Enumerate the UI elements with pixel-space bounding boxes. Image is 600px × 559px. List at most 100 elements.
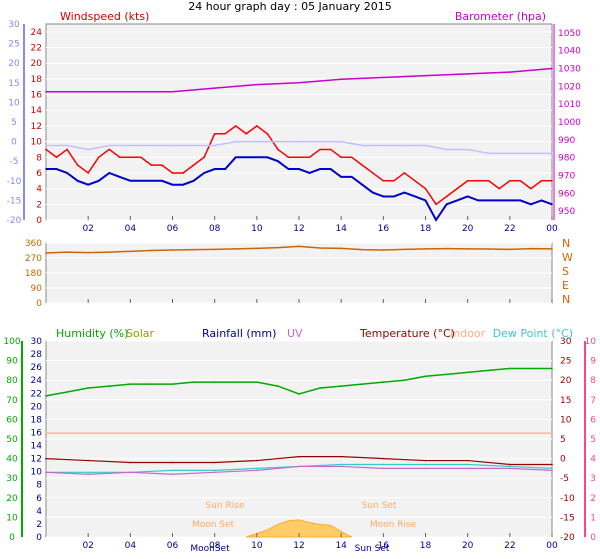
barometer-point <box>213 87 216 89</box>
gust-point <box>161 164 163 166</box>
barometer-point <box>45 90 47 93</box>
humidity-point <box>424 375 427 378</box>
dewpoint-point <box>213 469 216 472</box>
gust-point <box>530 187 532 190</box>
wind-dir-point <box>382 249 385 251</box>
avg_wind-point <box>277 160 279 162</box>
direction_line-point <box>129 144 132 147</box>
direction_line-point <box>192 144 195 147</box>
avg_wind-point <box>551 203 553 206</box>
barometer-point <box>424 74 427 77</box>
temp-axis-label: -20 <box>560 533 575 543</box>
moon-rise-label: Moon Rise <box>370 520 417 530</box>
gust-point <box>277 148 279 151</box>
humidity-axis-label: 100 <box>3 337 20 347</box>
uv-point <box>298 465 300 468</box>
avg_wind-point <box>224 168 227 170</box>
gust-point <box>66 148 68 151</box>
wind-series-group <box>45 67 553 222</box>
avg_wind-point <box>118 176 121 178</box>
rain-axis-label: 8 <box>36 481 42 491</box>
wind-dir-point <box>403 248 406 251</box>
humidity-axis-label: 20 <box>6 494 18 504</box>
wind-dir-point <box>277 246 279 249</box>
wind-axis-label: 2 <box>36 200 42 210</box>
humidity-point <box>382 381 385 383</box>
uv-point <box>466 467 469 470</box>
avg_wind-point <box>234 156 237 159</box>
direction_line-point <box>340 140 342 143</box>
avg_wind-point <box>308 172 311 174</box>
temp-axis-label: 0 <box>11 138 17 148</box>
sun-rise-label: Sun Rise <box>206 501 245 511</box>
windspeed-label: Windspeed (kts) <box>60 10 149 23</box>
gust-point <box>45 148 47 151</box>
avg_wind-point <box>266 156 269 159</box>
humidity-point <box>213 381 216 383</box>
wind-dir-point <box>445 247 448 250</box>
gust-point <box>540 180 543 182</box>
dewpoint-point <box>551 467 553 470</box>
avg_wind-point <box>150 180 153 182</box>
direction_line-point <box>150 144 153 147</box>
compass-label: E <box>562 279 569 292</box>
temp-axis-label: 25 <box>8 40 19 50</box>
avg_wind-point <box>87 183 89 186</box>
temp-axis-label: -20 <box>7 216 22 226</box>
gust-point <box>192 164 195 166</box>
direction_line-point <box>66 144 68 147</box>
direction_line-point <box>361 144 364 147</box>
avg_wind-point <box>350 176 353 178</box>
x-tick-label: 10 <box>251 541 263 551</box>
uv-point <box>256 469 258 472</box>
temp-axis-label: 15 <box>8 79 19 89</box>
temp-axis-label: -15 <box>7 196 22 206</box>
avg_wind-point <box>66 172 68 174</box>
dewpoint-point <box>509 465 511 468</box>
humidity-point <box>234 381 237 383</box>
gust-point <box>487 180 490 182</box>
gust-point <box>55 156 58 159</box>
avg_wind-point <box>487 199 490 202</box>
temp-axis-label: 30 <box>8 20 20 30</box>
rain-axis-label: 28 <box>31 350 43 360</box>
gust-point <box>424 187 427 190</box>
wind-axis-label: 18 <box>31 75 43 85</box>
avg_wind-point <box>393 195 395 198</box>
avg_wind-point <box>129 180 132 182</box>
rain-axis-label: 18 <box>31 415 43 425</box>
gust-point <box>340 156 342 159</box>
dir-axis-label: 270 <box>25 254 42 264</box>
x-tick-label: 12 <box>293 224 304 234</box>
direction_line-point <box>319 140 321 143</box>
gust-point <box>129 156 132 159</box>
uv-point <box>87 473 89 476</box>
chart-title: 24 hour graph day : 05 January 2015 <box>188 0 392 13</box>
direction_line-point <box>256 140 258 143</box>
wind-axis-label: 0 <box>36 216 42 226</box>
x-tick-label: 04 <box>125 224 137 234</box>
x-tick-label: 20 <box>462 224 474 234</box>
rain-axis-label: 24 <box>31 376 43 386</box>
indoor-point <box>551 432 553 434</box>
rain-axis-label: 6 <box>36 494 42 504</box>
avg_wind-point <box>203 172 205 174</box>
gust-point <box>445 195 448 198</box>
uv-axis-label: 7 <box>590 396 596 406</box>
humidity-point <box>256 381 258 383</box>
wind-dir-point <box>192 248 195 251</box>
dewpoint-point <box>256 467 258 470</box>
dewpoint-point <box>466 463 469 466</box>
humidity-point <box>150 383 153 385</box>
wind-dir-point <box>87 251 89 254</box>
avg_wind-point <box>435 219 437 221</box>
rain-axis-label: 14 <box>31 442 43 452</box>
direction_line-point <box>45 144 47 147</box>
avg_wind-point <box>76 180 79 182</box>
temp-axis-label: 10 <box>560 415 572 425</box>
gust-point <box>551 180 553 182</box>
baro-axis-label: 1040 <box>558 47 581 57</box>
indoor-point <box>45 432 47 434</box>
humidity-label: Humidity (%) <box>56 327 128 340</box>
